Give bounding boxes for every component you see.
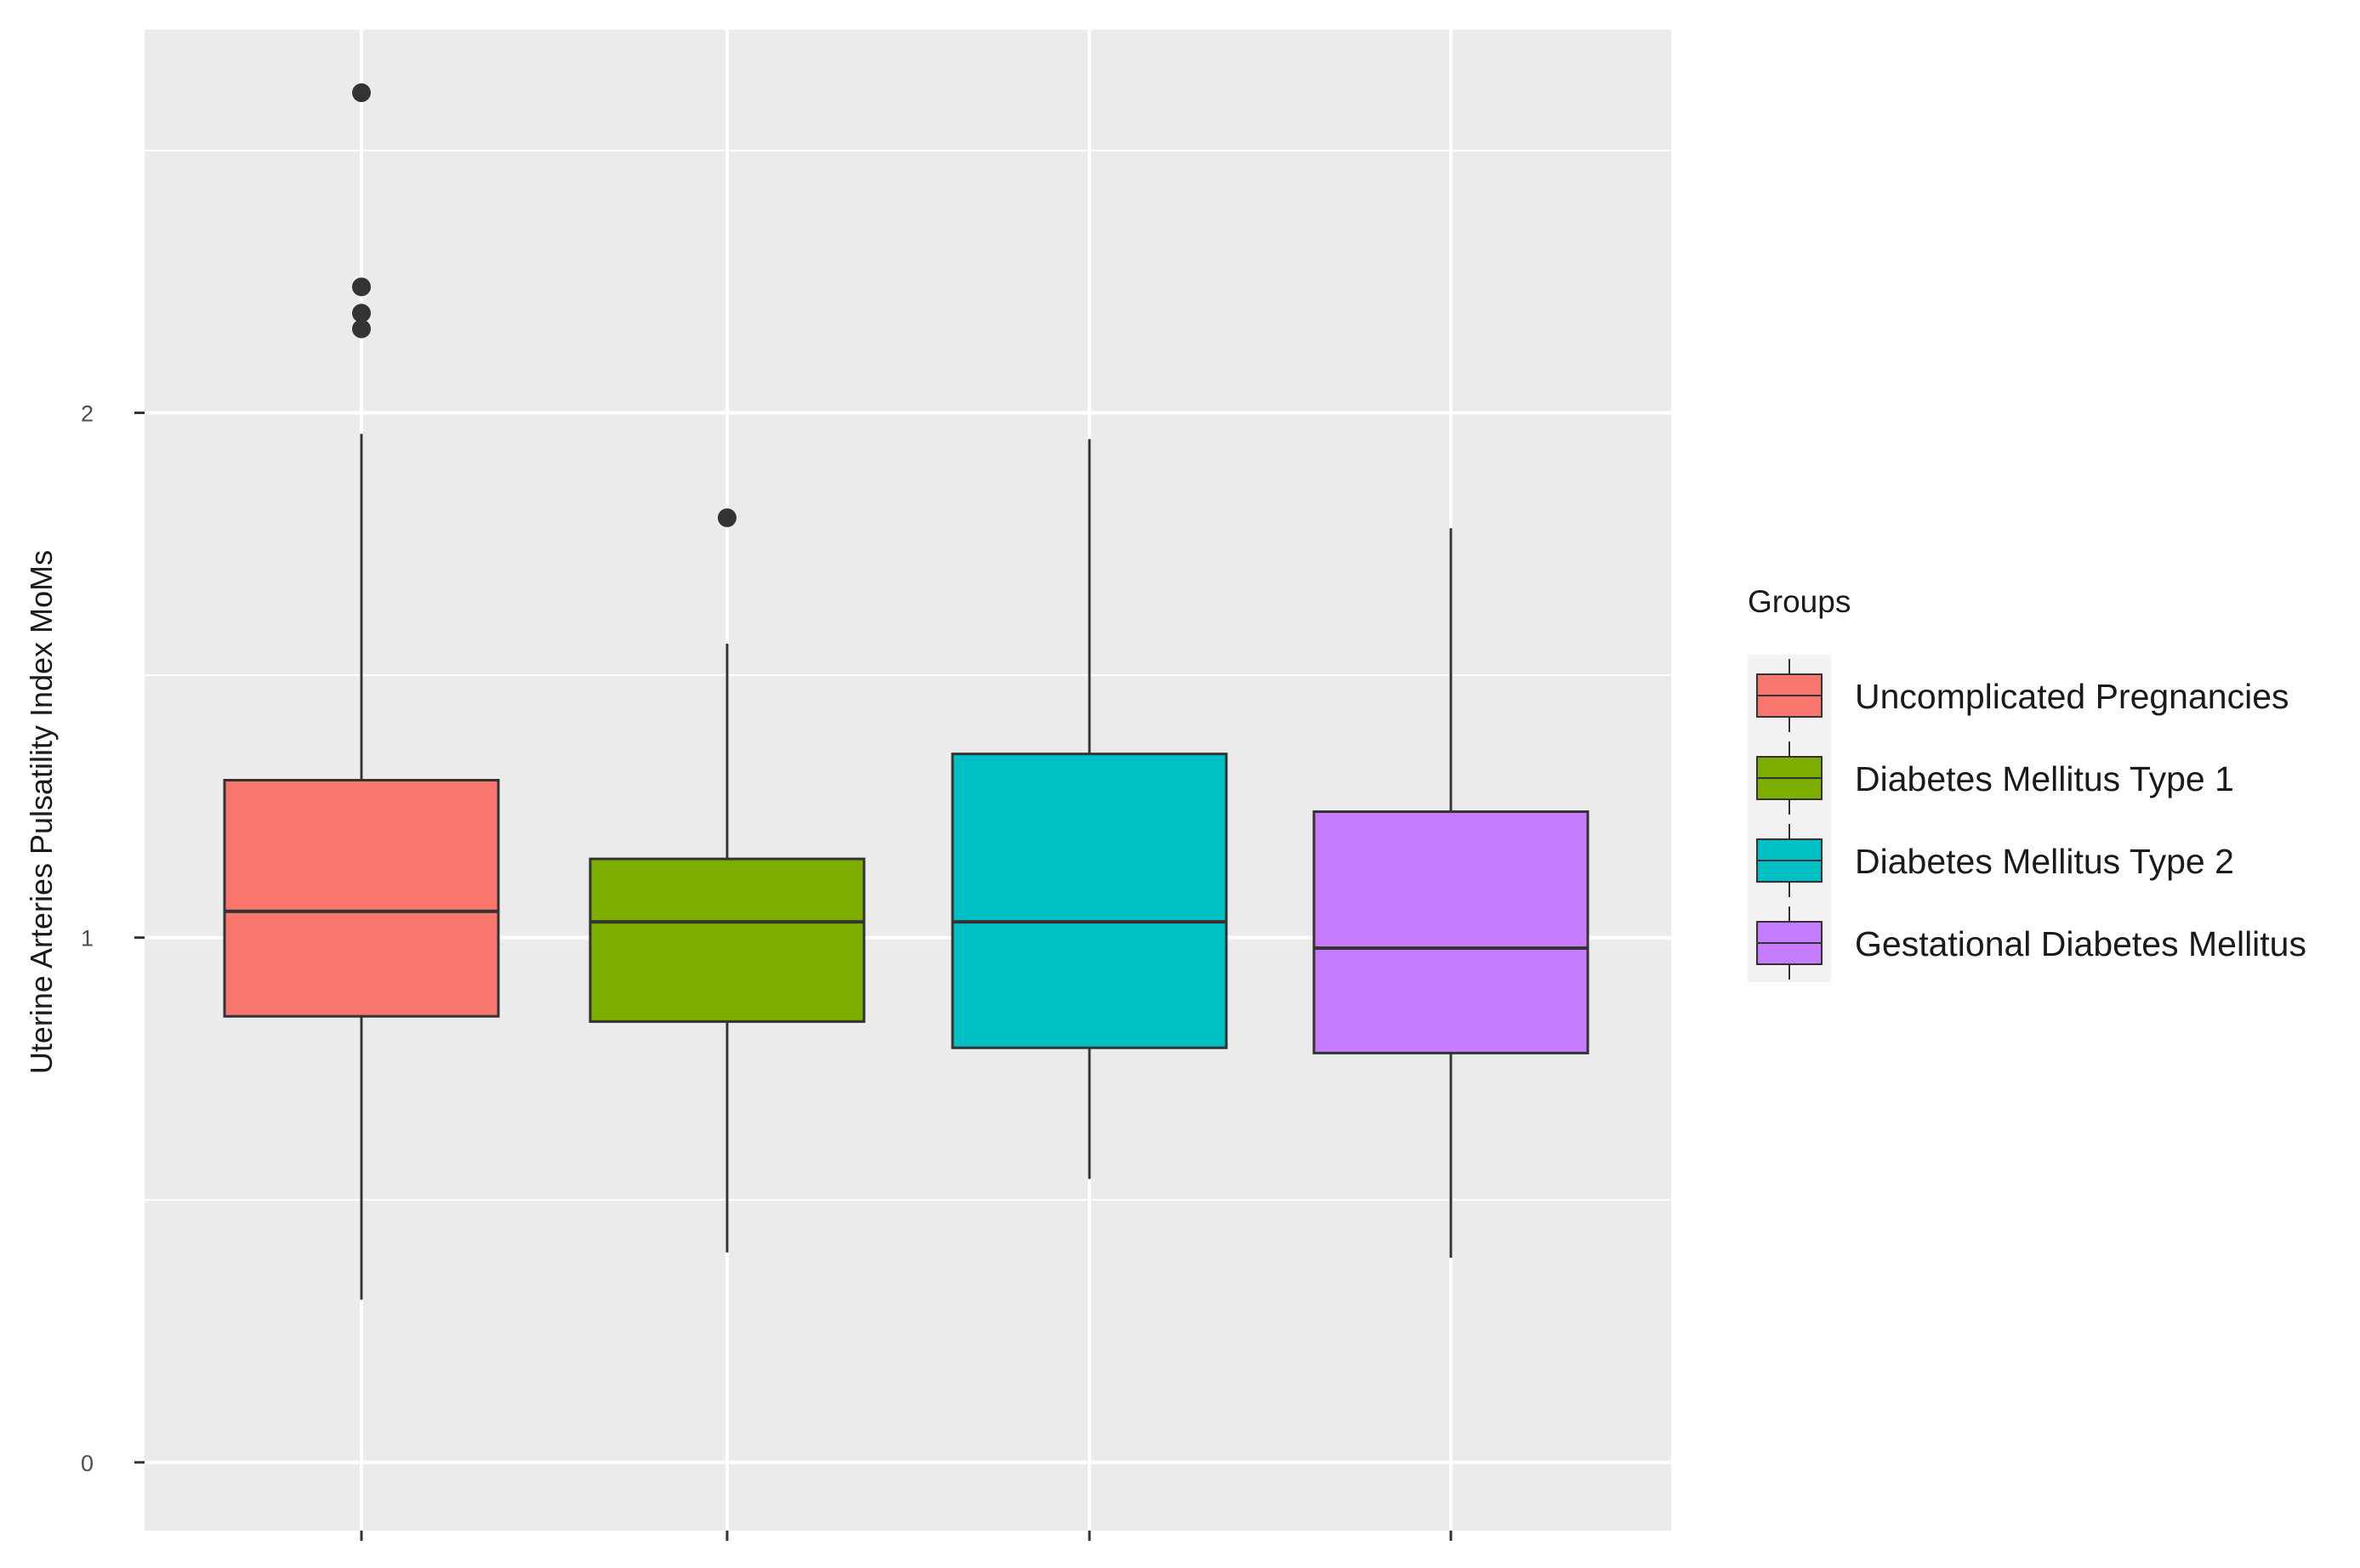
legend-item: Uncomplicated Pregnancies — [1756, 659, 2289, 732]
outlier-point — [352, 304, 371, 323]
outlier-point — [352, 319, 371, 338]
y-tick-label: 0 — [81, 1451, 94, 1476]
y-tick-label: 1 — [81, 926, 94, 952]
box-iqr — [589, 857, 866, 1023]
legend-item: Diabetes Mellitus Type 2 — [1756, 824, 2234, 897]
legend-label: Uncomplicated Pregnancies — [1855, 677, 2289, 716]
box-group — [223, 83, 500, 1300]
legend-label: Gestational Diabetes Mellitus — [1855, 924, 2306, 963]
box-group — [1312, 528, 1589, 1258]
legend-label: Diabetes Mellitus Type 2 — [1855, 842, 2234, 881]
legend-label: Diabetes Mellitus Type 1 — [1855, 759, 2234, 798]
box-iqr — [1312, 810, 1589, 1054]
box-iqr — [223, 779, 500, 1018]
box-group — [589, 508, 866, 1253]
legend-title: Groups — [1748, 584, 1851, 619]
box-iqr — [951, 753, 1228, 1049]
outlier-point — [718, 508, 736, 527]
legend-item: Diabetes Mellitus Type 1 — [1756, 741, 2234, 815]
y-tick-label: 2 — [81, 401, 94, 427]
axes: 0 1 2 — [81, 401, 1453, 1541]
outlier-point — [352, 83, 371, 103]
legend-item: Gestational Diabetes Mellitus — [1756, 906, 2306, 980]
y-axis-title: Uterine Arteries Pulsatility Index MoMs — [24, 550, 59, 1074]
boxes — [223, 83, 1589, 1300]
outlier-point — [352, 277, 371, 297]
legend: Groups Uncomplicated Pregnancies Diabetes … — [1748, 584, 2306, 982]
box-group — [951, 439, 1228, 1179]
